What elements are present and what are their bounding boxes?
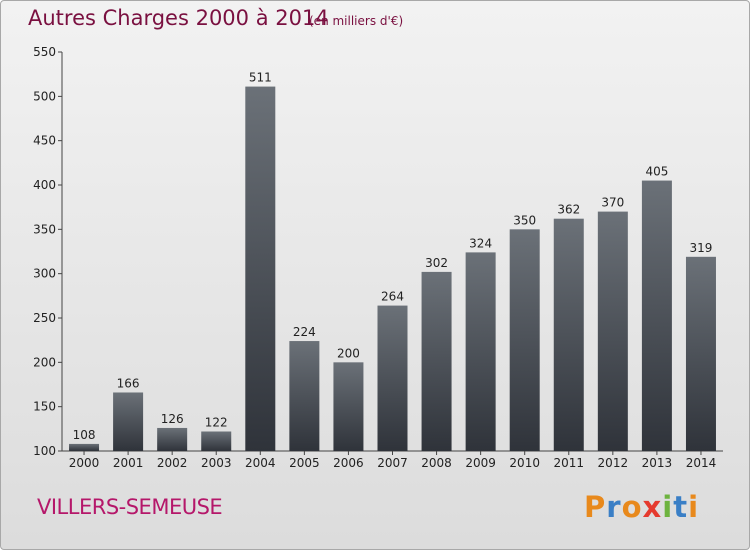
value-label-2002: 126 — [161, 412, 184, 426]
bar-2003 — [201, 431, 232, 451]
bar-2011 — [553, 218, 584, 451]
x-tick-label-2009: 2009 — [465, 456, 496, 470]
bar-2007 — [377, 305, 408, 451]
x-tick-label-2005: 2005 — [289, 456, 320, 470]
x-tick-label-2014: 2014 — [686, 456, 717, 470]
value-label-2009: 324 — [469, 236, 492, 250]
bar-2010 — [509, 229, 540, 451]
y-tick-label: 350 — [33, 222, 56, 236]
bar-2004 — [245, 86, 276, 451]
x-tick-label-2011: 2011 — [553, 456, 584, 470]
x-tick-label-2004: 2004 — [245, 456, 276, 470]
logo-letter: o — [621, 490, 643, 524]
y-tick-label: 250 — [33, 311, 56, 325]
value-label-2006: 200 — [337, 346, 360, 360]
chart-subtitle: (en milliers d'€) — [309, 14, 404, 28]
x-tick-label-2002: 2002 — [157, 456, 188, 470]
proxiti-logo: Proxiti — [584, 490, 699, 524]
y-tick-label: 550 — [33, 45, 56, 59]
logo-letter: i — [662, 490, 674, 524]
x-tick-label-2001: 2001 — [113, 456, 144, 470]
x-tick-label-2010: 2010 — [509, 456, 540, 470]
bar-2008 — [421, 271, 452, 451]
x-tick-label-2003: 2003 — [201, 456, 232, 470]
x-tick-label-2007: 2007 — [377, 456, 408, 470]
bar-2014 — [685, 256, 716, 451]
x-tick-label-2012: 2012 — [598, 456, 629, 470]
y-tick-label: 150 — [33, 400, 56, 414]
value-label-2008: 302 — [425, 256, 448, 270]
axes: 100 150 200 250 300 350 400 450 500 550 2000 2001 20… — [33, 45, 723, 470]
logo-letter: t — [673, 490, 689, 524]
bar-2013 — [641, 180, 672, 452]
value-label-2003: 122 — [205, 415, 228, 429]
value-label-2011: 362 — [557, 203, 580, 217]
value-label-2007: 264 — [381, 290, 404, 304]
x-tick-label-2000: 2000 — [69, 456, 100, 470]
value-label-2010: 350 — [513, 213, 536, 227]
value-label-2005: 224 — [293, 325, 316, 339]
x-tick-label-2008: 2008 — [421, 456, 452, 470]
bar-2001 — [113, 392, 144, 451]
y-tick-label: 200 — [33, 355, 56, 369]
y-tick-label: 300 — [33, 267, 56, 281]
value-label-2000: 108 — [73, 428, 96, 442]
bar-2005 — [289, 341, 320, 451]
value-label-2012: 370 — [601, 196, 624, 210]
bar-2000 — [69, 443, 100, 451]
y-tick-label: 400 — [33, 178, 56, 192]
logo-letter: x — [642, 490, 663, 524]
logo-letter: P — [584, 490, 607, 524]
logo-letter: r — [606, 490, 622, 524]
bar-2002 — [157, 427, 188, 451]
x-tick-label-2006: 2006 — [333, 456, 364, 470]
value-label-2014: 319 — [690, 241, 713, 255]
y-tick-label: 450 — [33, 134, 56, 148]
logo-letter: i — [688, 490, 700, 524]
chart-title: Autres Charges 2000 à 2014 — [28, 6, 329, 30]
value-label-2004: 511 — [249, 71, 272, 85]
bar-2006 — [333, 362, 364, 451]
value-label-2001: 166 — [117, 376, 140, 390]
value-label-2013: 405 — [645, 165, 668, 179]
y-tick-label: 500 — [33, 89, 56, 103]
y-tick-label: 100 — [33, 444, 56, 458]
x-tick-label-2013: 2013 — [642, 456, 673, 470]
bars: 108 166 126 122 511 224 200 264 302 324 350 362 370 4… — [69, 71, 716, 452]
commune-name: VILLERS-SEMEUSE — [37, 495, 223, 519]
bar-2009 — [465, 252, 496, 451]
bar-2012 — [597, 211, 628, 451]
